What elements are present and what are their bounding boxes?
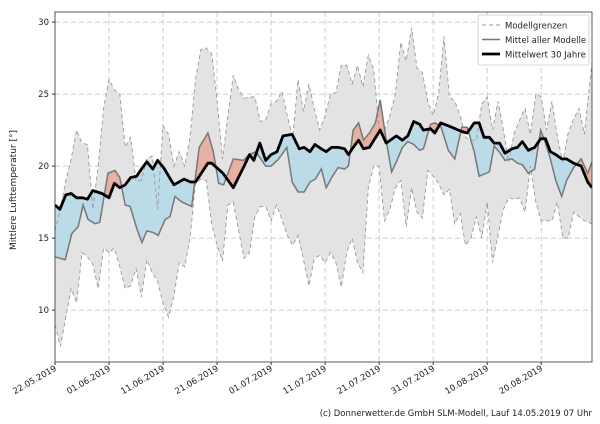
x-tick-label: 21.06.2019 [173,364,220,397]
x-tick-label: 01.07.2019 [227,364,274,397]
x-tick-label: 21.07.2019 [335,364,382,397]
legend-label: Modellgrenzen [505,22,567,32]
x-tick-label: 22.05.2019 [11,364,58,397]
y-tick-label: 15 [38,234,49,244]
x-axis: 22.05.2019 01.06.2019 11.06.2019 21.06.2019… [11,362,545,397]
model-range-band [55,27,592,347]
x-tick-label: 11.06.2019 [119,364,166,397]
x-tick-label: 01.06.2019 [65,364,112,397]
y-tick-label: 20 [38,162,49,172]
legend-label: Mittel aller Modelle [505,36,586,46]
x-tick-label: 31.07.2019 [390,364,437,397]
model-lower-limit-line [55,165,592,347]
x-tick-label: 10.08.2019 [444,364,491,397]
y-axis: 10 15 20 25 30 [38,18,55,316]
x-tick-label: 11.07.2019 [281,364,328,397]
y-tick-label: 10 [38,306,49,316]
model-upper-limit-line [55,27,592,232]
legend-label: Mittelwert 30 Jahre [505,51,586,61]
legend: Modellgrenzen Mittel aller Modelle Mitte… [477,14,590,66]
plot-frame [54,11,593,363]
y-tick-label: 30 [38,18,49,28]
y-axis-label: Mittlere Lufttemperatur [°] [9,130,19,250]
x-tick-label: 20.08.2019 [498,364,545,397]
y-tick-label: 25 [38,90,49,100]
model-mean-line [55,99,592,261]
climate-mean-line [55,120,592,211]
below-climate-area [55,121,592,260]
copyright-footer: (c) Donnerwetter.de GmbH SLM-Modell, Lau… [320,409,593,419]
